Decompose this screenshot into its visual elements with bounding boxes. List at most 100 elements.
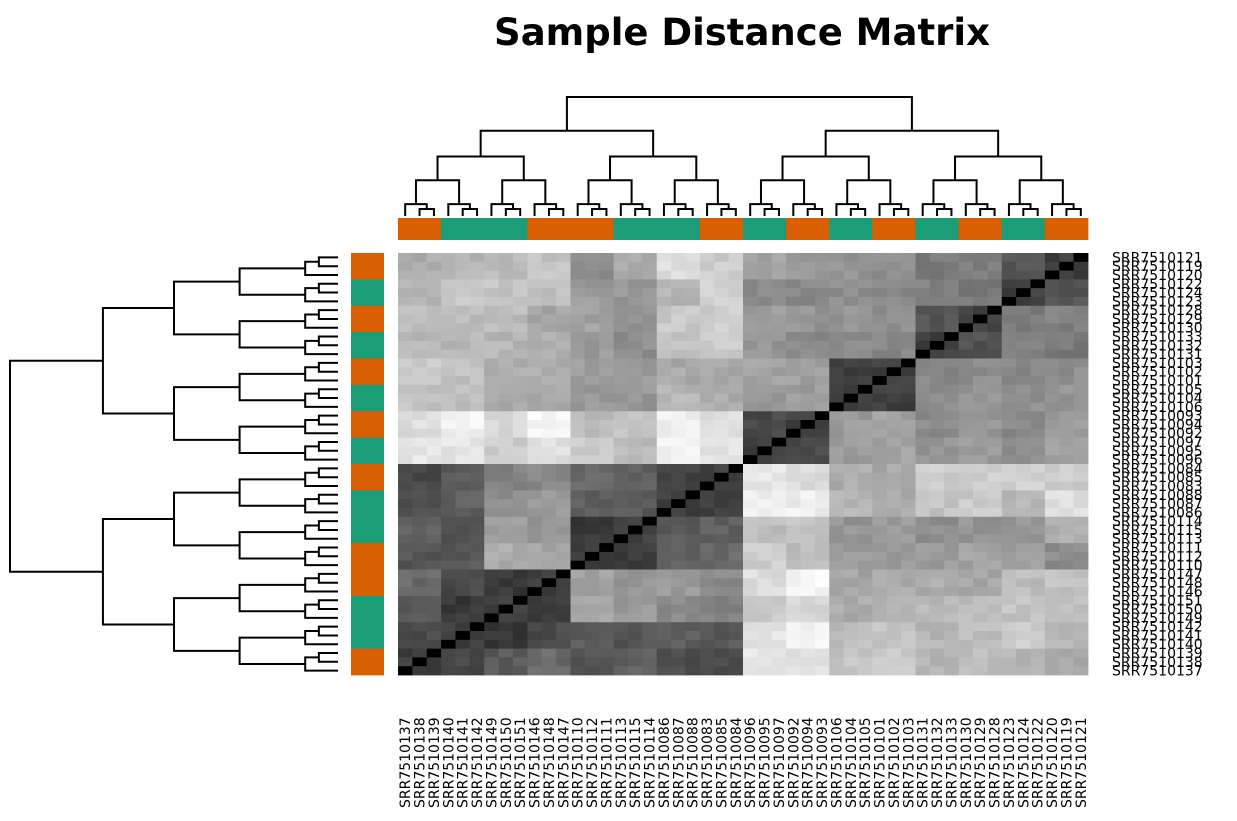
row-label: SRR7510086 xyxy=(1112,505,1203,521)
row-group-cell xyxy=(351,648,384,676)
heatmap-cell xyxy=(958,507,974,518)
heatmap-cell xyxy=(743,349,758,359)
heatmap-cell xyxy=(728,420,744,430)
heatmap-cell xyxy=(1001,411,1017,421)
heatmap-cell xyxy=(757,455,773,465)
heatmap-cell xyxy=(1044,666,1060,676)
heatmap-cell xyxy=(455,490,471,500)
heatmap-cell xyxy=(513,376,528,386)
heatmap-cell xyxy=(541,587,557,597)
heatmap-cell xyxy=(757,305,773,315)
heatmap-cell xyxy=(455,420,471,430)
heatmap-cell xyxy=(685,481,701,491)
heatmap-cell xyxy=(858,666,873,676)
heatmap-cell xyxy=(498,587,514,597)
heatmap-cell xyxy=(1016,516,1031,526)
heatmap-cell xyxy=(800,543,816,553)
heatmap-cell xyxy=(1044,253,1060,263)
heatmap-cell xyxy=(556,666,571,676)
heatmap-cell xyxy=(771,639,787,650)
heatmap-cell xyxy=(455,657,471,667)
heatmap-cell xyxy=(757,499,773,509)
heatmap-cell xyxy=(973,296,988,307)
heatmap-cell xyxy=(858,507,873,518)
heatmap-cell xyxy=(944,305,960,315)
heatmap-cell xyxy=(498,340,514,351)
heatmap-cell xyxy=(584,666,600,676)
heatmap-cell xyxy=(441,437,456,447)
heatmap-cell xyxy=(498,551,514,562)
heatmap-cell xyxy=(829,543,845,553)
heatmap-cell xyxy=(901,455,916,465)
heatmap-cell xyxy=(786,376,801,386)
heatmap-cell xyxy=(455,507,471,518)
heatmap-cell xyxy=(699,279,715,289)
heatmap-cell xyxy=(455,648,471,658)
row-dendrogram-branch xyxy=(317,546,338,558)
heatmap-cell xyxy=(412,631,428,641)
heatmap-cell xyxy=(628,525,643,535)
heatmap-cell xyxy=(498,595,514,606)
row-dendrogram-branch xyxy=(317,441,338,452)
column-dendrogram-branch xyxy=(763,208,780,216)
heatmap-cell xyxy=(786,464,801,474)
heatmap-cell xyxy=(426,279,442,289)
heatmap-cell xyxy=(498,270,514,280)
heatmap-cell xyxy=(484,261,500,271)
heatmap-cell xyxy=(469,446,485,456)
heatmap-cell xyxy=(987,613,1003,623)
heatmap-cell xyxy=(398,428,413,439)
heatmap-cell xyxy=(484,472,500,482)
heatmap-cell xyxy=(915,631,931,641)
heatmap-cell xyxy=(786,358,801,368)
heatmap-cell xyxy=(642,569,658,579)
heatmap-cells xyxy=(398,253,1089,676)
heatmap-cell xyxy=(455,578,471,588)
heatmap-cell xyxy=(398,279,413,289)
column-label: SRR7510122 xyxy=(1031,717,1047,808)
heatmap-cell xyxy=(1016,455,1031,465)
heatmap-cell xyxy=(671,543,686,553)
heatmap-cell xyxy=(642,639,658,650)
heatmap-cell xyxy=(714,525,730,535)
heatmap-cell xyxy=(1016,499,1031,509)
heatmap-cell xyxy=(398,288,413,298)
heatmap-cell xyxy=(886,631,902,641)
heatmap-cell xyxy=(786,534,801,544)
heatmap-cell xyxy=(757,507,773,518)
heatmap-cell xyxy=(556,323,571,333)
heatmap-cell xyxy=(1030,314,1046,324)
heatmap-cell xyxy=(656,358,672,368)
heatmap-cell xyxy=(699,402,715,412)
heatmap-cell xyxy=(642,525,658,535)
heatmap-cell xyxy=(1001,560,1017,570)
heatmap-cell xyxy=(743,411,758,421)
heatmap-cell xyxy=(800,420,816,430)
heatmap-cell xyxy=(771,455,787,465)
heatmap-cell xyxy=(398,595,413,606)
heatmap-cell xyxy=(786,525,801,535)
heatmap-cell xyxy=(570,551,586,562)
column-label: SRR7510093 xyxy=(815,717,831,808)
heatmap-cell xyxy=(987,402,1003,412)
heatmap-cell xyxy=(757,587,773,597)
heatmap-cell xyxy=(1016,393,1031,403)
heatmap-cell xyxy=(786,613,801,623)
heatmap-cell xyxy=(484,323,500,333)
heatmap-cell xyxy=(642,648,658,658)
heatmap-cell xyxy=(958,420,974,430)
heatmap-cell xyxy=(771,296,787,307)
heatmap-cell xyxy=(786,314,801,324)
heatmap-cell xyxy=(944,420,960,430)
heatmap-cell xyxy=(642,560,658,570)
heatmap-cell xyxy=(455,551,471,562)
heatmap-cell xyxy=(484,376,500,386)
heatmap-cell xyxy=(714,455,730,465)
heatmap-cell xyxy=(743,402,758,412)
heatmap-cell xyxy=(699,472,715,482)
heatmap-cell xyxy=(685,437,701,447)
heatmap-cell xyxy=(1001,543,1017,553)
heatmap-cell xyxy=(469,604,485,614)
heatmap-cell xyxy=(872,481,888,491)
heatmap-cell xyxy=(757,516,773,526)
